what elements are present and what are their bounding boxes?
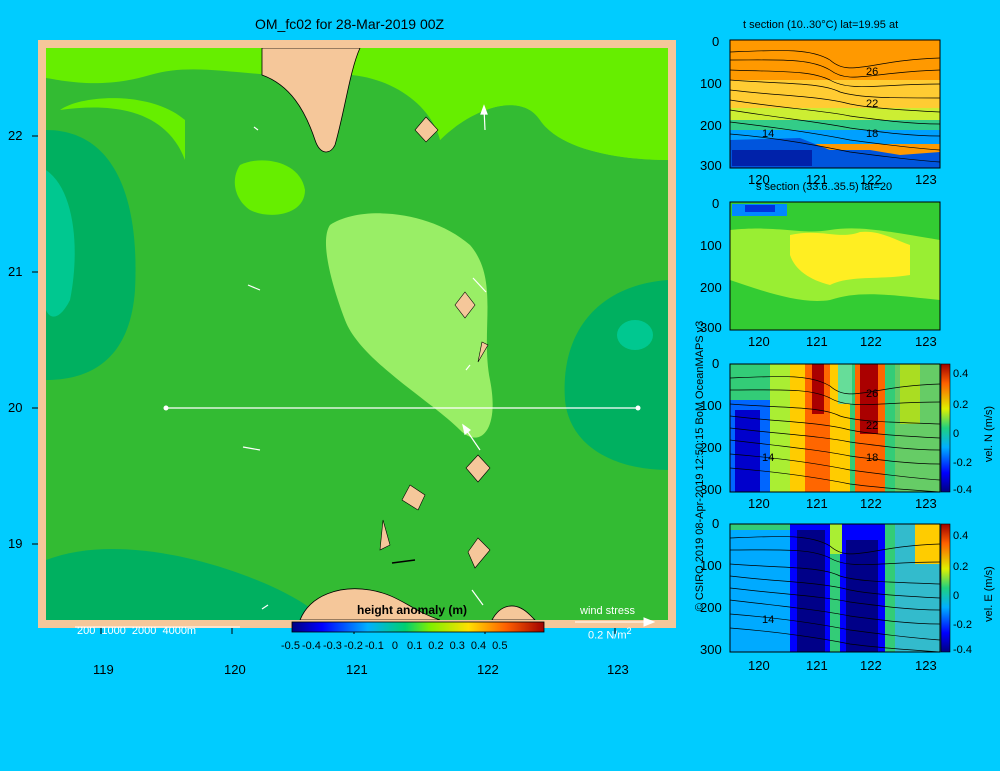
cb-tick: 0 [391, 640, 398, 652]
cb-tick: -0.1 [364, 640, 384, 652]
cb-tick: 0.1 [406, 640, 423, 652]
p2-xtick: 120 [748, 334, 770, 349]
p2-ytick: 0 [712, 196, 720, 211]
ve-tick: 0 [953, 590, 960, 602]
p3-ytick: 200 [700, 440, 722, 455]
map-title: OM_fc02 for 28-Mar-2019 00Z [255, 16, 445, 32]
vn-tick: -0.4 [953, 484, 972, 496]
p4-xtick: 121 [806, 658, 828, 673]
p1-ytick: 100 [700, 76, 722, 91]
p2-ytick: 100 [700, 238, 722, 253]
p3-ytick: 300 [700, 482, 722, 497]
p1-xtick: 121 [806, 172, 828, 187]
vel-n-label: vel. N (m/s) [983, 405, 995, 463]
contour-label: 18 [866, 128, 879, 140]
ve-tick: 0.4 [953, 530, 969, 542]
cb-tick: -0.5 [281, 640, 300, 652]
map-svg [32, 39, 951, 653]
p4-ytick: 100 [700, 558, 722, 573]
p4-xtick: 123 [915, 658, 937, 673]
p3-xtick: 120 [748, 496, 770, 511]
wind-arrows [242, 104, 488, 610]
s-section-title: s section (33.6..35.5) lat=20 [756, 181, 893, 193]
y-tick-19: 19 [8, 536, 23, 551]
t-section-title: t section (10..30°C) lat=19.95 at [743, 19, 899, 31]
contour-label: 26 [866, 388, 879, 400]
p4-xtick: 122 [860, 658, 882, 673]
p1-xtick: 122 [860, 172, 882, 187]
p1-ytick: 300 [700, 158, 722, 173]
cb-tick: 0.4 [470, 640, 487, 652]
cb-tick: -0.3 [322, 640, 342, 652]
wind-scale-label: 0.2 N/m2 [588, 626, 632, 642]
cb-tick: 0.5 [492, 640, 508, 652]
map-field [46, 48, 668, 620]
y-tick-20: 20 [8, 400, 23, 415]
wind-scale-value: 0.2 N/m [588, 629, 627, 642]
x-tick-120: 120 [224, 662, 246, 677]
p2-ytick: 200 [700, 280, 722, 295]
t-section-panel [729, 39, 941, 169]
colorbar-ticks: -0.5 -0.4 -0.3 -0.2 -0.1 0 0.1 0.2 0.3 0… [281, 640, 507, 652]
p1-xtick: 120 [748, 172, 770, 187]
contour-label: 22 [866, 420, 879, 432]
wind-scale-arrow [575, 617, 656, 627]
y-tick-21: 21 [8, 264, 23, 279]
p3-ytick: 0 [712, 356, 720, 371]
vn-tick: 0.4 [953, 368, 969, 380]
p1-ytick: 0 [712, 34, 720, 49]
p4-xtick: 120 [748, 658, 770, 673]
s-section-panel [729, 201, 941, 331]
p4-ytick: 0 [712, 516, 720, 531]
vel-e-panel [729, 523, 951, 653]
p4-ytick: 300 [700, 642, 722, 657]
contour-label: 22 [866, 98, 879, 110]
contour-label: 14 [762, 614, 775, 626]
section-line [163, 405, 641, 411]
x-tick-121: 121 [346, 662, 368, 677]
p1-ytick: 200 [700, 118, 722, 133]
p4-ytick: 200 [700, 600, 722, 615]
ve-tick: -0.2 [953, 619, 972, 631]
cb-tick: -0.4 [301, 640, 321, 652]
p2-xtick: 121 [806, 334, 828, 349]
p3-xtick: 123 [915, 496, 937, 511]
vn-tick: -0.2 [953, 457, 972, 469]
contour-label: 18 [866, 452, 879, 464]
colorbar-title: height anomaly (m) [357, 603, 468, 617]
ve-tick: 0.2 [953, 561, 969, 573]
depth-legend: 200 1000 2000 4000m [77, 625, 197, 637]
contour-label: 14 [762, 452, 775, 464]
vel-e-label: vel. E (m/s) [983, 566, 995, 622]
vel-n-panel [729, 363, 951, 493]
wind-stress-label: wind stress [580, 605, 636, 617]
y-tick-22: 22 [8, 128, 23, 143]
contour-label: 14 [762, 128, 775, 140]
x-tick-123: 123 [607, 662, 629, 677]
cb-tick: 0.3 [449, 640, 465, 652]
height-colorbar [291, 621, 545, 633]
p2-xtick: 122 [860, 334, 882, 349]
cb-tick: -0.2 [343, 640, 363, 652]
ve-tick: -0.4 [953, 644, 972, 656]
x-tick-122: 122 [477, 662, 499, 677]
p2-xtick: 123 [915, 334, 937, 349]
p1-xtick: 123 [915, 172, 937, 187]
p3-ytick: 100 [700, 398, 722, 413]
wind-scale-sup: 2 [626, 626, 632, 636]
x-tick-119: 119 [93, 662, 114, 677]
p3-xtick: 121 [806, 496, 828, 511]
contour-label: 26 [866, 66, 879, 78]
vn-tick: 0 [953, 428, 960, 440]
cb-tick: 0.2 [428, 640, 444, 652]
p2-ytick: 300 [700, 320, 722, 335]
vn-tick: 0.2 [953, 399, 969, 411]
p3-xtick: 122 [860, 496, 882, 511]
